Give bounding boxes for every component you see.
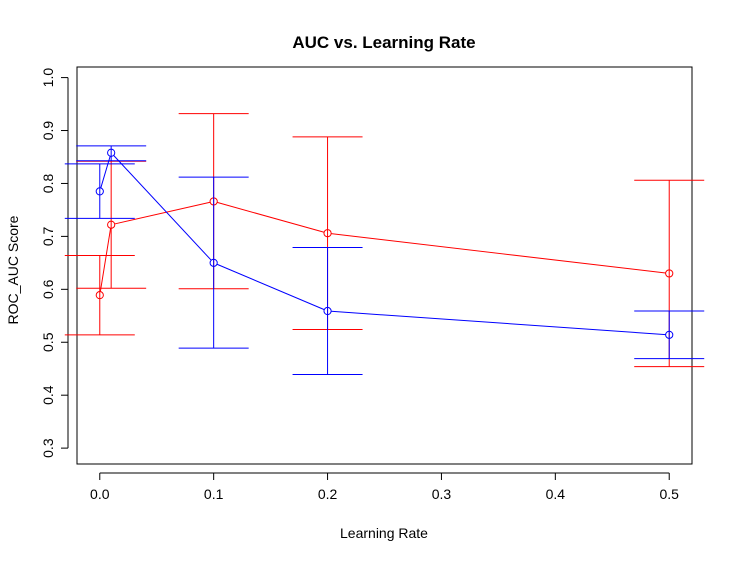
series-1-segment-3 [331,310,666,336]
chart-title: AUC vs. Learning Rate [292,33,475,52]
series-0-point-0 [95,291,104,300]
y-tick-label: 0.4 [40,385,56,405]
x-tick-label: 0.4 [546,486,566,502]
x-axis-label: Learning Rate [340,525,428,541]
plot-layer: 0.0 0.1 0.2 0.3 0.4 0.5 0.3 0.4 0.5 0.6 0.7 0.8 0.9 1… [40,66,705,502]
series-0-point-1 [107,220,116,229]
y-tick-label: 0.5 [40,332,56,352]
series-0-point-3 [323,229,332,238]
series-0-segment-0 [99,228,112,292]
y-tick-label: 0.6 [40,279,56,299]
x-tick-label: 0.0 [90,486,110,502]
series-1-segment-2 [216,263,325,311]
plot-frame [76,66,693,465]
x-tick-label: 0.2 [318,486,338,502]
series-0-segment-3 [331,233,666,274]
series-0-point-4 [665,269,674,278]
y-tick-label: 0.8 [40,174,56,194]
y-tick-label: 0.3 [40,438,56,458]
series-1-point-1 [107,148,116,157]
series-1-segment-0 [100,156,111,189]
series-0-segment-2 [217,201,325,233]
series-1-point-4 [665,330,674,339]
y-axis-label: ROC_AUC Score [5,215,21,324]
y-tick-label: 0.9 [40,121,56,141]
series-0-segment-1 [114,201,211,225]
y-tick-label: 0.7 [40,226,56,246]
x-tick-label: 0.5 [659,486,679,502]
series-1-point-2 [209,258,218,267]
series-1-point-0 [95,187,104,196]
y-tick-label: 1.0 [40,68,56,88]
x-tick-label: 0.1 [204,486,224,502]
x-tick-label: 0.3 [432,486,452,502]
series-1-point-3 [323,306,332,316]
series-1-segment-1 [113,155,212,261]
